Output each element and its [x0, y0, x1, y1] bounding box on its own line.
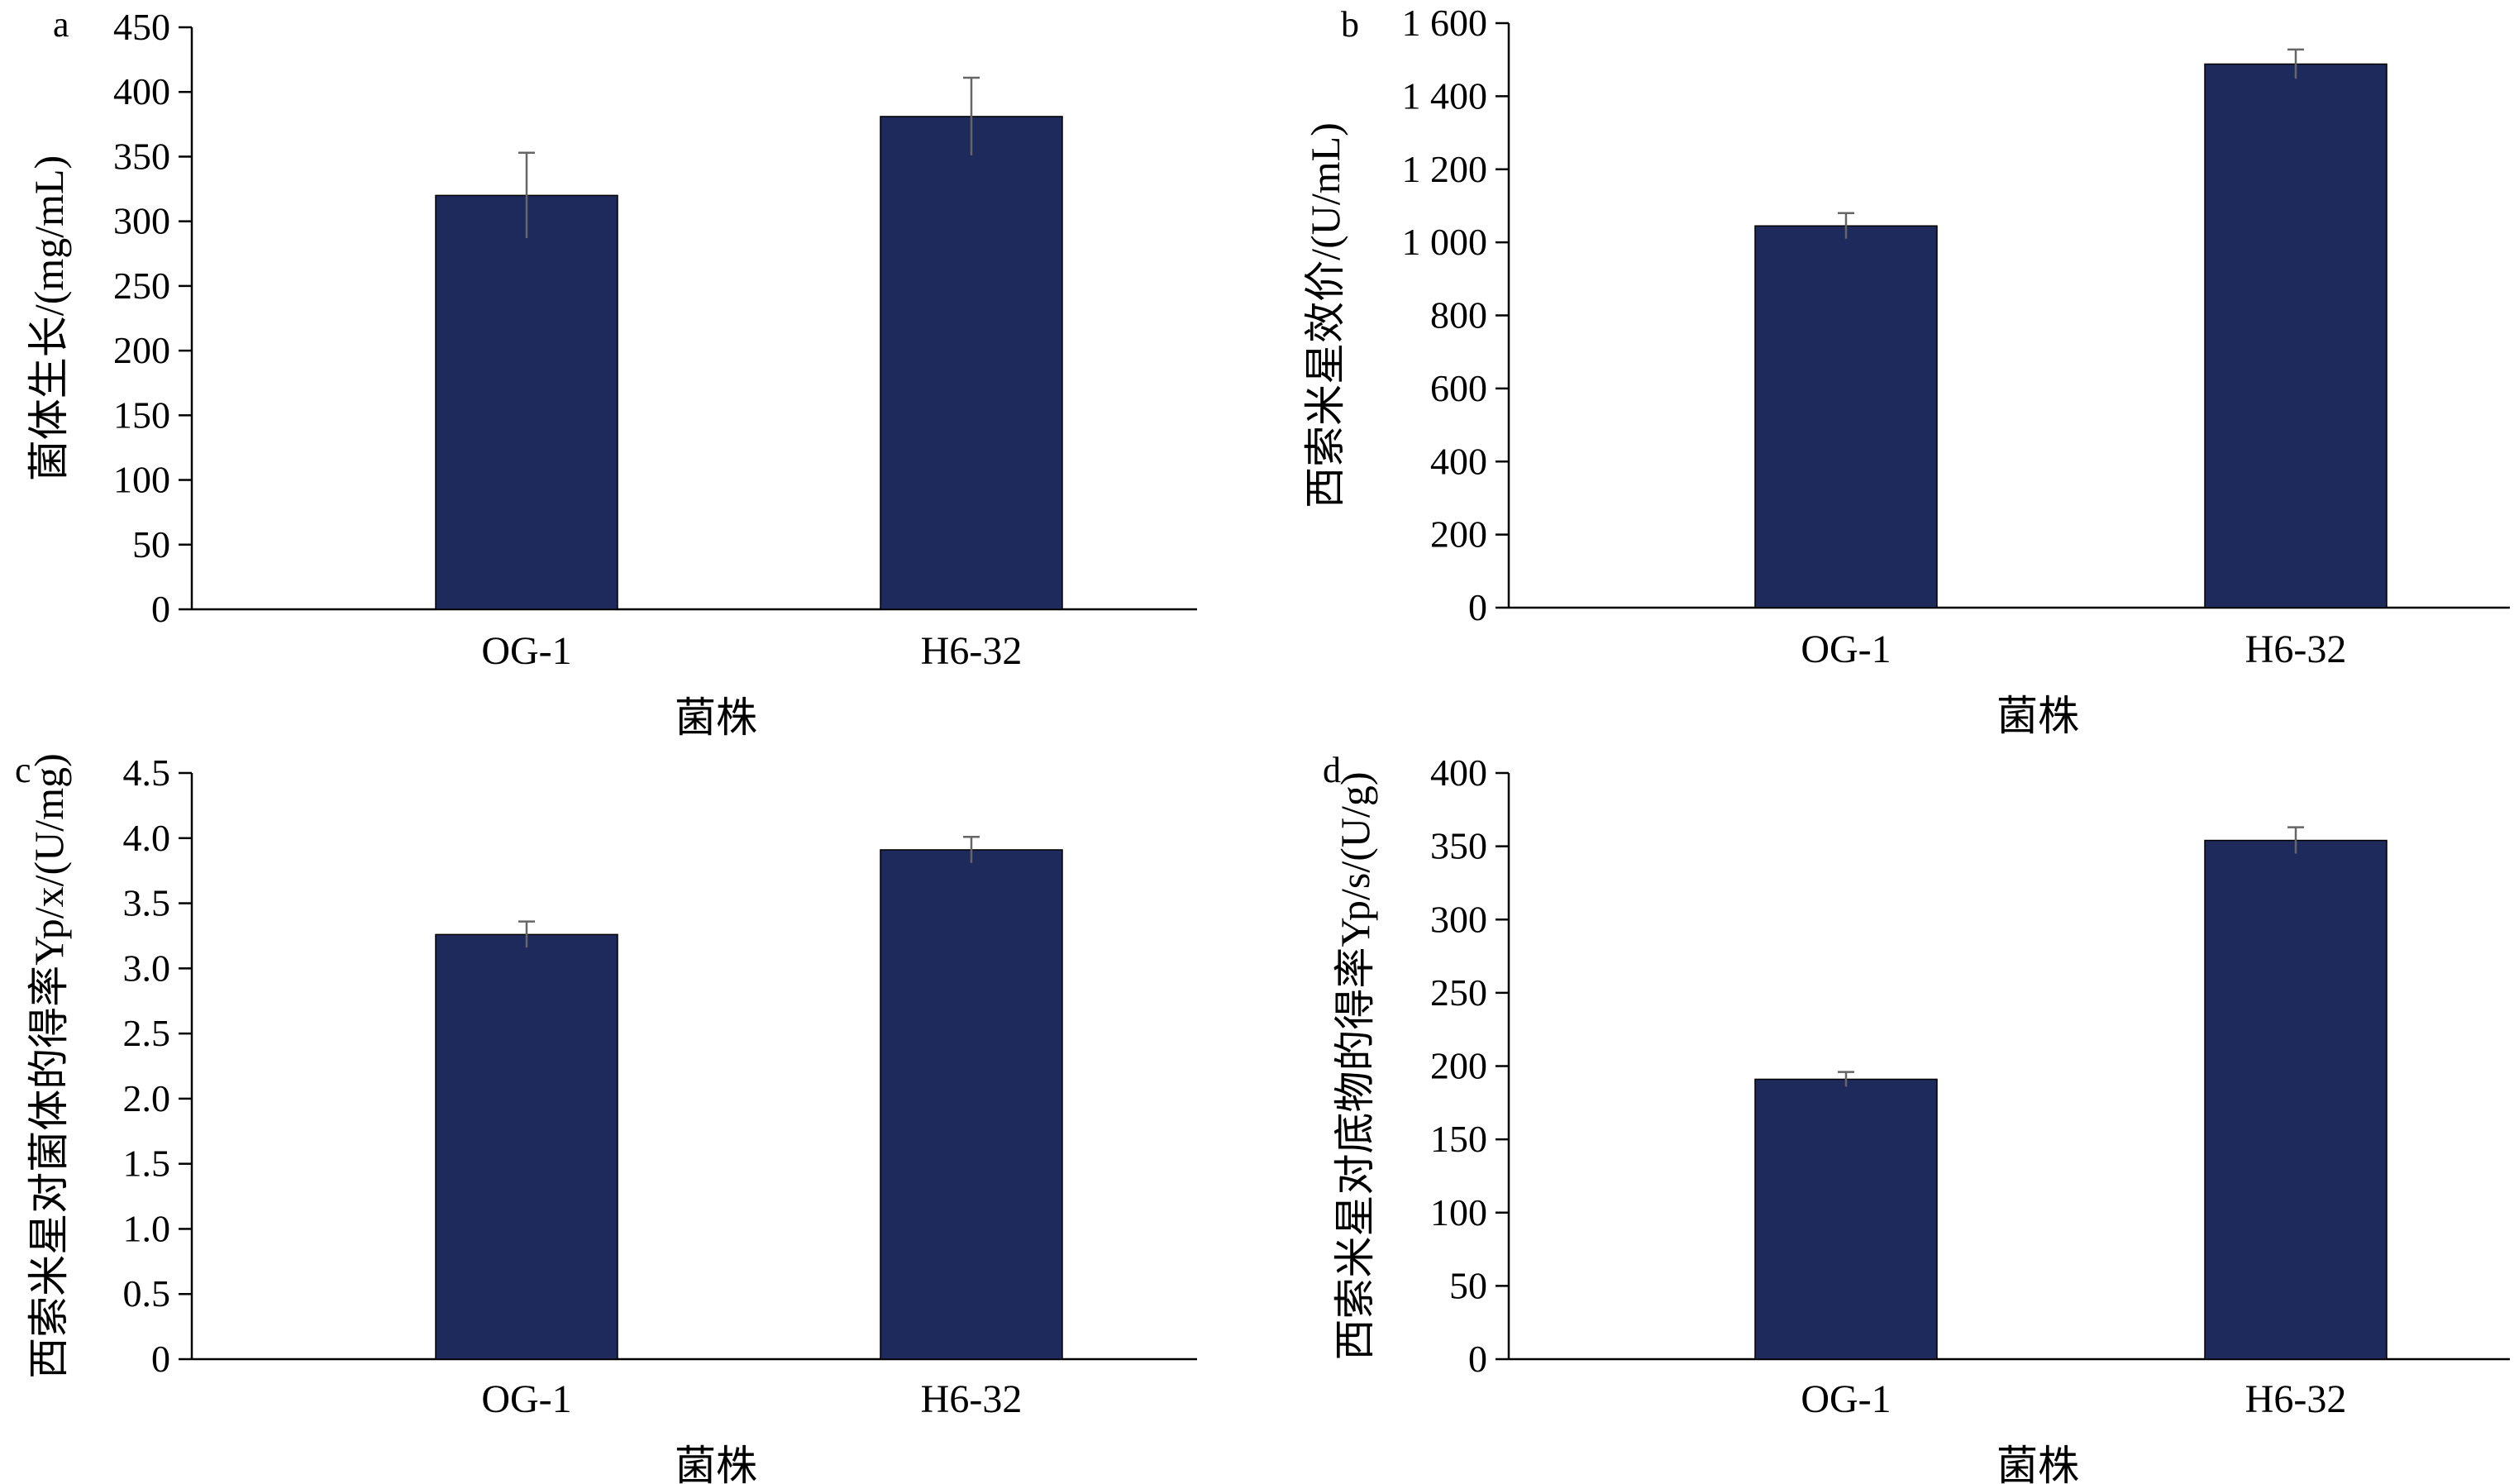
y-tick-label: 150 — [1430, 1118, 1487, 1160]
y-tick-label: 200 — [1430, 1045, 1487, 1087]
y-tick-label: 4.0 — [123, 817, 171, 859]
y-axis-title: 西索米星对菌体的得率Yp/x/(U/mg) — [26, 753, 72, 1379]
y-tick-label: 1.0 — [123, 1207, 171, 1249]
x-tick-label: H6-32 — [2245, 627, 2347, 671]
x-axis-title: 菌株 — [1996, 1443, 2079, 1484]
bar-h6-32 — [2204, 63, 2388, 608]
y-tick-label: 200 — [113, 329, 170, 371]
bar-og-1 — [1754, 225, 1938, 608]
y-tick-label: 4.5 — [123, 752, 171, 794]
panel-letter: b — [1341, 4, 1359, 45]
y-tick-label: 600 — [1430, 367, 1487, 409]
y-tick-label: 350 — [113, 135, 170, 177]
panel-letter: c — [15, 750, 31, 790]
y-tick-label: 250 — [113, 265, 170, 307]
y-axis-title: 西索米星效价/(U/mL) — [1302, 122, 1348, 508]
y-tick-label: 1 000 — [1402, 221, 1488, 263]
y-tick-label: 50 — [132, 523, 170, 565]
y-tick-label: 800 — [1430, 294, 1487, 336]
bar-og-1 — [1754, 1078, 1938, 1360]
x-axis-title: 菌株 — [1996, 693, 2079, 739]
y-tick-label: 450 — [113, 6, 170, 48]
x-axis-title: 菌株 — [675, 694, 757, 741]
x-tick-label: H6-32 — [2245, 1377, 2347, 1421]
x-tick-label: H6-32 — [921, 1377, 1023, 1421]
bar-og-1 — [435, 194, 618, 610]
y-tick-label: 100 — [113, 459, 170, 501]
chart-panel-c: c 0 0.5 1.0 1.5 2.0 2.5 3.0 3.5 4.0 4.5 OG-1 H6-32 菌株… — [15, 750, 1197, 1484]
y-tick-label: 1 600 — [1402, 2, 1488, 44]
y-tick-label: 300 — [113, 200, 170, 242]
y-tick-label: 2.5 — [123, 1012, 171, 1054]
chart-panel-d: d 0 50 100 150 200 250 300 350 400 OG-1 H6-32 菌株 西索米星… — [1323, 750, 2510, 1484]
x-tick-label: OG-1 — [481, 629, 571, 673]
y-tick-label: 0 — [1468, 1338, 1487, 1380]
y-tick-label: 400 — [113, 70, 170, 112]
bar-h6-32 — [880, 116, 1063, 610]
y-tick-label: 350 — [1430, 825, 1487, 867]
chart-panel-b: b 0 200 400 600 800 1 000 1 200 1 400 1 600 OG-1 H6… — [1302, 2, 2510, 739]
panel-letter: a — [53, 4, 69, 45]
y-tick-label: 400 — [1430, 440, 1487, 482]
y-tick-label: 150 — [113, 394, 170, 436]
y-tick-label: 0 — [1468, 586, 1487, 628]
x-tick-label: H6-32 — [921, 629, 1023, 673]
y-tick-label: 1.5 — [123, 1143, 171, 1185]
y-tick-label: 3.5 — [123, 882, 171, 924]
y-tick-label: 50 — [1449, 1264, 1487, 1306]
y-tick-label: 1 200 — [1402, 148, 1488, 190]
y-tick-label: 0.5 — [123, 1272, 171, 1315]
y-tick-label: 3.0 — [123, 947, 171, 989]
bar-h6-32 — [880, 849, 1063, 1360]
x-tick-label: OG-1 — [1801, 627, 1891, 671]
y-tick-label: 200 — [1430, 513, 1487, 556]
y-tick-label: 250 — [1430, 971, 1487, 1014]
y-tick-label: 1 400 — [1402, 74, 1488, 117]
x-tick-label: OG-1 — [481, 1377, 571, 1421]
chart-panel-a: a 0 50 100 150 200 250 300 350 400 450 OG-1 H6-32 菌株 菌… — [26, 4, 1197, 741]
y-axis-title: 菌体生长/(mg/mL) — [26, 155, 72, 481]
panel-letter: d — [1323, 750, 1341, 790]
y-tick-label: 100 — [1430, 1191, 1487, 1233]
y-tick-label: 400 — [1430, 752, 1487, 794]
y-tick-label: 300 — [1430, 898, 1487, 940]
y-axis-title: 西索米星对底物的得率Yp/s/(U/g) — [1332, 771, 1378, 1360]
y-tick-label: 0 — [151, 588, 170, 630]
bar-h6-32 — [2204, 839, 2388, 1360]
y-tick-label: 0 — [151, 1338, 170, 1380]
x-tick-label: OG-1 — [1801, 1377, 1891, 1421]
x-axis-title: 菌株 — [675, 1443, 757, 1484]
y-tick-label: 2.0 — [123, 1077, 171, 1119]
bar-og-1 — [435, 933, 618, 1360]
